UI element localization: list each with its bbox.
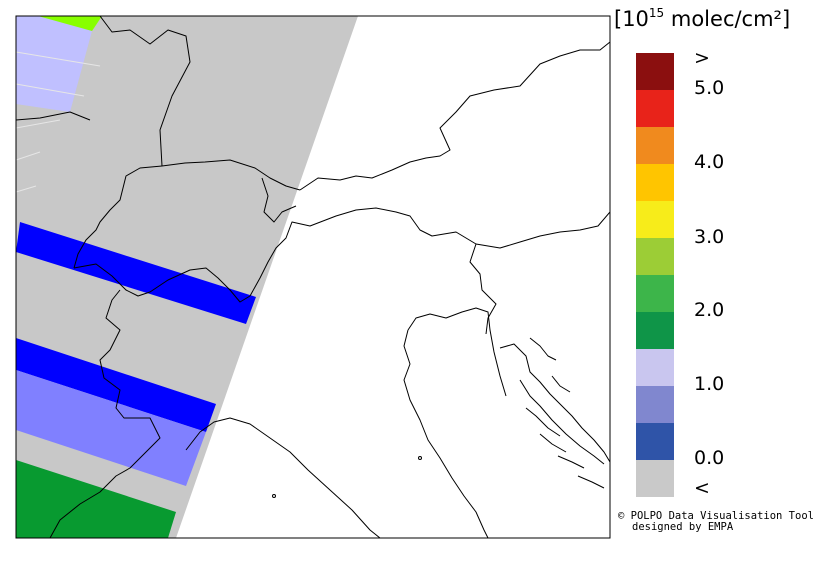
legend-swatch — [636, 238, 674, 275]
scan-lines — [16, 51, 101, 193]
legend-swatch — [636, 53, 674, 90]
legend-colorbar — [636, 53, 674, 497]
pixel-green — [16, 460, 176, 538]
legend-swatch — [636, 312, 674, 349]
legend-swatch — [636, 423, 674, 460]
credit-line-1: © POLPO Data Visualisation Tool — [618, 510, 813, 522]
credit-line-2: designed by EMPA — [632, 521, 734, 533]
legend-tick-label: < — [694, 477, 710, 499]
legend-unit-label: [1015 molec/cm²] — [614, 6, 809, 31]
legend-tick-label: 5.0 — [694, 77, 725, 99]
legend-tick-label: 0.0 — [694, 447, 725, 469]
coastlines — [185, 307, 610, 538]
legend-swatch — [636, 90, 674, 127]
legend-tick-label: 4.0 — [694, 151, 725, 173]
unit-prefix: [10 — [614, 7, 649, 31]
legend-swatch — [636, 349, 674, 386]
pixel-mid-blue — [16, 370, 206, 486]
legend-swatch — [636, 164, 674, 201]
country-borders — [16, 16, 610, 538]
pixel-dark-blue-upper — [16, 222, 256, 324]
legend-tick-label: > — [694, 47, 710, 69]
credit-text: © POLPO Data Visualisation Tool designed… — [618, 511, 813, 533]
legend-swatch — [636, 201, 674, 238]
legend-tick-label: 1.0 — [694, 373, 725, 395]
legend-swatch — [636, 275, 674, 312]
map-frame — [15, 15, 611, 539]
unit-exponent: 15 — [648, 6, 665, 20]
unit-suffix: molec/cm²] — [664, 7, 791, 31]
pixel-light-blue — [16, 16, 92, 112]
legend-swatch — [636, 127, 674, 164]
legend-tick-label: 2.0 — [694, 299, 725, 321]
map-area — [16, 16, 610, 538]
legend-swatch — [636, 460, 674, 497]
pixel-dark-blue-lower — [16, 338, 216, 432]
legend-tick-label: 3.0 — [694, 226, 725, 248]
legend-swatch — [636, 386, 674, 423]
